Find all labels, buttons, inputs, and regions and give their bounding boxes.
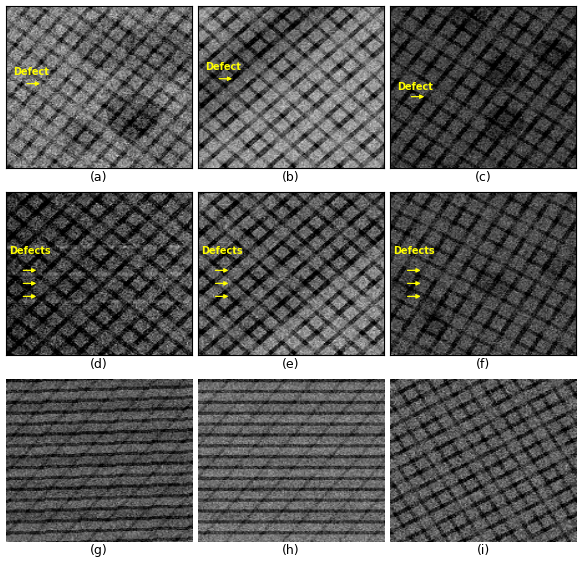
Text: Defect: Defect xyxy=(205,62,241,73)
Text: Defects: Defects xyxy=(393,246,435,256)
X-axis label: (e): (e) xyxy=(282,358,300,370)
X-axis label: (f): (f) xyxy=(476,358,490,370)
Text: Defect: Defect xyxy=(13,67,49,77)
X-axis label: (i): (i) xyxy=(477,544,490,557)
X-axis label: (b): (b) xyxy=(282,171,300,184)
Text: Defects: Defects xyxy=(9,246,51,256)
X-axis label: (g): (g) xyxy=(90,544,108,557)
Text: Defect: Defect xyxy=(398,82,433,92)
Text: Defects: Defects xyxy=(201,246,243,256)
X-axis label: (c): (c) xyxy=(475,171,492,184)
X-axis label: (a): (a) xyxy=(90,171,108,184)
X-axis label: (d): (d) xyxy=(90,358,108,370)
X-axis label: (h): (h) xyxy=(282,544,300,557)
